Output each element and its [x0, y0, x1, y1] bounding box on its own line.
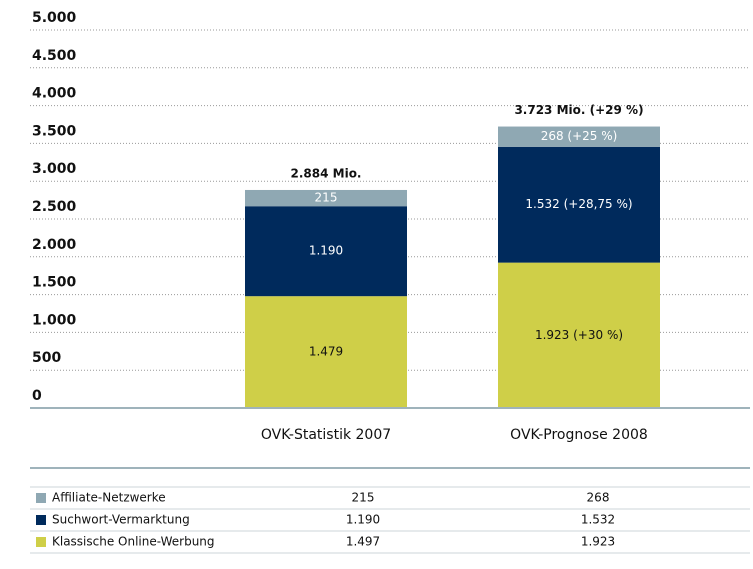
x-tick-label: OVK-Statistik 2007 — [261, 427, 391, 443]
y-tick-label: 3.000 — [32, 161, 77, 177]
value-label: 1.190 — [309, 244, 343, 258]
bar-segment — [498, 146, 660, 263]
legend-swatch — [36, 515, 46, 525]
table-cell: 1.923 — [581, 535, 615, 549]
legend-label: Klassische Online-Werbung — [52, 535, 215, 549]
table-cell: 215 — [352, 491, 375, 505]
bar-segment — [245, 189, 407, 207]
legend-label: Suchwort-Vermarktung — [52, 513, 190, 527]
bar-segment — [498, 126, 660, 147]
total-label: 3.723 Mio. (+29 %) — [514, 103, 643, 117]
y-tick-label: 5.000 — [32, 10, 77, 26]
bar-segment — [245, 206, 407, 297]
legend-swatch — [36, 537, 46, 547]
y-tick-label: 1.000 — [32, 312, 77, 328]
bar-segment — [498, 262, 660, 408]
value-label: 1.923 (+30 %) — [535, 328, 623, 342]
legend-swatch — [36, 493, 46, 503]
table-cell: 268 — [587, 491, 610, 505]
y-tick-label: 4.000 — [32, 86, 77, 102]
value-label: 215 — [315, 191, 338, 205]
table-cell: 1.532 — [581, 513, 615, 527]
legend-label: Affiliate-Netzwerke — [52, 491, 166, 505]
y-tick-label: 500 — [32, 350, 61, 366]
total-label: 2.884 Mio. — [291, 166, 362, 180]
y-tick-label: 3.500 — [32, 123, 77, 139]
table-cell: 1.190 — [346, 513, 380, 527]
y-tick-label: 4.500 — [32, 48, 77, 64]
value-label: 1.479 — [309, 345, 343, 359]
value-label: 1.532 (+28,75 %) — [525, 197, 632, 211]
y-tick-label: 0 — [32, 388, 42, 404]
table-cell: 1.497 — [346, 535, 380, 549]
y-tick-label: 2.000 — [32, 237, 77, 253]
x-tick-label: OVK-Prognose 2008 — [510, 427, 648, 443]
value-label: 268 (+25 %) — [541, 129, 618, 143]
y-tick-label: 1.500 — [32, 275, 77, 291]
bar-segment — [245, 296, 407, 408]
y-tick-label: 2.500 — [32, 199, 77, 215]
